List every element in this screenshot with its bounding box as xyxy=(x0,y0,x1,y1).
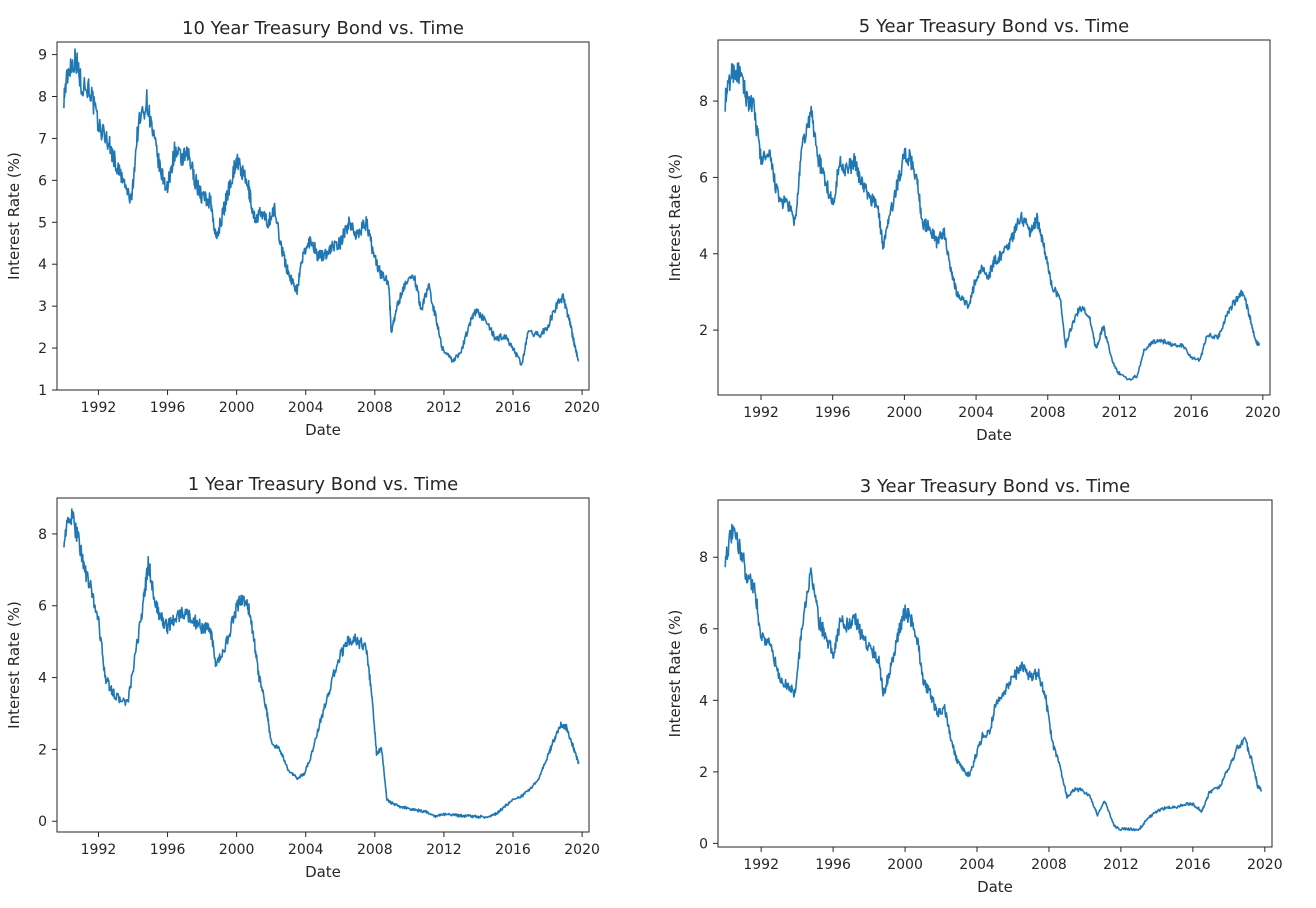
y-tick-label: 6 xyxy=(699,622,708,638)
x-tick-label: 1996 xyxy=(815,405,851,421)
x-tick-label: 2016 xyxy=(495,400,531,416)
y-tick-label: 2 xyxy=(38,341,47,357)
plot-frame xyxy=(717,499,1273,848)
chart-panel-1: 1992 1996 2000 2004 2008 2012 2016 2020 1 2 3 4 5 6 7 8… xyxy=(5,18,600,439)
x-tick-label: 2008 xyxy=(357,400,393,416)
x-tick-label: 2012 xyxy=(1103,857,1139,873)
x-tick-label: 1992 xyxy=(743,857,779,873)
y-tick-label: 4 xyxy=(699,247,708,263)
y-tick-label: 4 xyxy=(699,693,708,709)
x-tick-label: 2012 xyxy=(426,842,462,858)
x-tick-label: 2000 xyxy=(887,405,923,421)
chart-title: 1 Year Treasury Bond vs. Time xyxy=(188,474,458,495)
chart-panel-2: 1992 1996 2000 2004 2008 2012 2016 2020 2 4 6 8 5 Ye… xyxy=(666,16,1281,444)
chart-title: 10 Year Treasury Bond vs. Time xyxy=(182,18,464,39)
x-tick-label: 2020 xyxy=(564,842,600,858)
y-tick-label: 2 xyxy=(38,742,47,758)
y-tick-label: 4 xyxy=(38,671,47,687)
x-tick-label: 1996 xyxy=(815,857,851,873)
y-tick-label: 2 xyxy=(699,765,708,781)
x-axis-label: Date xyxy=(305,863,341,881)
y-axis-label: Interest Rate (%) xyxy=(666,610,684,738)
data-line xyxy=(724,62,1260,381)
y-tick-label: 8 xyxy=(38,527,47,543)
y-tick-label: 0 xyxy=(699,836,708,852)
x-tick-label: 2020 xyxy=(1247,857,1283,873)
y-tick-label: 9 xyxy=(38,48,47,64)
chart-panel-4: 1992 1996 2000 2004 2008 2012 2016 2020 0 2 4 6 8 3 Y… xyxy=(666,476,1283,896)
plot-frame xyxy=(717,39,1271,396)
y-tick-label: 8 xyxy=(699,94,708,110)
x-tick-label: 2016 xyxy=(1175,857,1211,873)
y-tick-label: 5 xyxy=(38,215,47,231)
x-axis-label: Date xyxy=(305,421,341,439)
x-tick-label: 1996 xyxy=(150,842,186,858)
x-tick-label: 2000 xyxy=(887,857,923,873)
x-tick-label: 2020 xyxy=(1245,405,1281,421)
y-tick-label: 8 xyxy=(38,90,47,106)
y-tick-label: 4 xyxy=(38,257,47,273)
x-tick-label: 2012 xyxy=(1102,405,1138,421)
x-axis-label: Date xyxy=(976,426,1012,444)
plot-frame xyxy=(56,497,590,833)
y-tick-label: 3 xyxy=(38,299,47,315)
y-tick-label: 0 xyxy=(38,814,47,830)
y-tick-label: 6 xyxy=(699,170,708,186)
y-tick-label: 7 xyxy=(38,131,47,147)
x-tick-label: 2020 xyxy=(564,400,600,416)
x-tick-label: 2004 xyxy=(959,857,995,873)
y-axis-label: Interest Rate (%) xyxy=(666,154,684,282)
data-line xyxy=(63,48,580,366)
plot-frame xyxy=(56,41,590,391)
x-tick-label: 2000 xyxy=(219,842,255,858)
chart-title: 5 Year Treasury Bond vs. Time xyxy=(859,16,1129,37)
x-tick-label: 2000 xyxy=(219,400,255,416)
x-tick-label: 1992 xyxy=(743,405,779,421)
x-tick-label: 2004 xyxy=(288,400,324,416)
y-tick-label: 8 xyxy=(699,550,708,566)
x-tick-label: 1992 xyxy=(81,842,117,858)
x-tick-label: 2008 xyxy=(1031,857,1067,873)
x-tick-label: 2016 xyxy=(495,842,531,858)
x-tick-label: 1992 xyxy=(81,400,117,416)
chart-panel-3: 1992 1996 2000 2004 2008 2012 2016 2020 0 2 4 6 8 1 Y… xyxy=(5,474,600,881)
y-axis-label: Interest Rate (%) xyxy=(5,152,23,280)
x-axis-label: Date xyxy=(977,878,1013,896)
x-tick-label: 2012 xyxy=(426,400,462,416)
y-tick-label: 2 xyxy=(699,323,708,339)
data-line xyxy=(63,508,580,819)
y-tick-label: 6 xyxy=(38,173,47,189)
x-tick-label: 2008 xyxy=(1030,405,1066,421)
y-tick-label: 1 xyxy=(38,383,47,399)
data-line xyxy=(724,523,1262,832)
chart-title: 3 Year Treasury Bond vs. Time xyxy=(860,476,1130,497)
x-tick-label: 2008 xyxy=(357,842,393,858)
y-axis-label: Interest Rate (%) xyxy=(5,601,23,729)
x-tick-label: 2004 xyxy=(288,842,324,858)
x-tick-label: 2004 xyxy=(958,405,994,421)
x-tick-label: 2016 xyxy=(1173,405,1209,421)
y-tick-label: 6 xyxy=(38,599,47,615)
x-tick-label: 1996 xyxy=(150,400,186,416)
